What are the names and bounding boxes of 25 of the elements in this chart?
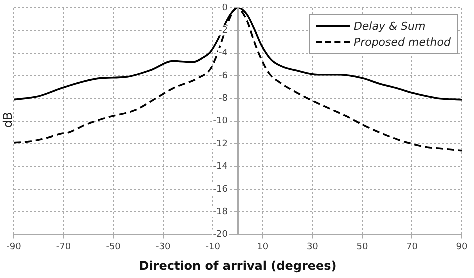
y-tick-label: 0 (222, 3, 228, 14)
y-tick-label: -2 (219, 26, 228, 36)
x-axis-title: Direction of arrival (degrees) (139, 258, 337, 273)
x-tick-label: -30 (156, 242, 171, 253)
x-tick-label: 10 (257, 242, 269, 253)
y-tick-label: -20 (213, 230, 228, 240)
x-tick-label: 30 (306, 242, 319, 253)
x-tick-label: 70 (406, 242, 418, 253)
legend-label: Proposed method (354, 36, 451, 48)
x-tick-label: -90 (6, 242, 22, 253)
y-tick-label: -10 (213, 116, 228, 127)
x-tick-label: -70 (56, 242, 72, 253)
y-tick-label: -4 (219, 48, 228, 59)
x-tick-label: -50 (106, 242, 122, 253)
y-tick-label: -14 (213, 162, 228, 172)
y-tick-label: -6 (219, 71, 228, 82)
y-tick-label: -12 (213, 139, 228, 150)
y-tick-label: -18 (213, 207, 228, 218)
legend-label: Delay & Sum (354, 20, 426, 32)
x-tick-label: 90 (456, 242, 468, 253)
x-tick-label: 50 (356, 242, 368, 253)
y-axis-title: dB (1, 111, 15, 130)
x-tick-label: -10 (206, 242, 221, 253)
y-tick-label: -8 (219, 94, 228, 104)
y-tick-label: -16 (213, 184, 228, 195)
